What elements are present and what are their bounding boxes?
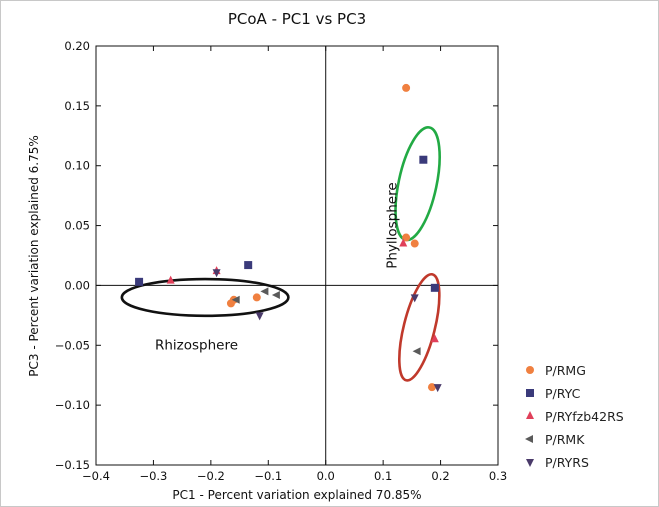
- data-point: [410, 294, 419, 303]
- y-tick-label: 0.10: [64, 159, 90, 173]
- legend-label: P/RMK: [545, 432, 585, 447]
- data-point: [430, 283, 439, 292]
- y-tick-label: 0.15: [64, 99, 90, 113]
- y-tick-label: −0.05: [55, 338, 90, 352]
- legend-marker: [526, 366, 534, 374]
- annotation-rhizosphere: Rhizosphere: [155, 337, 238, 353]
- legend-marker: [526, 411, 534, 419]
- legend-marker: [526, 389, 534, 397]
- legend-label: P/RYfzb42RS: [545, 409, 624, 424]
- data-point: [166, 275, 175, 284]
- y-tick-label: −0.15: [55, 458, 90, 472]
- data-point: [135, 277, 144, 286]
- chart-title: PCoA - PC1 vs PC3: [228, 10, 366, 28]
- annotation-phyllosphere: Phyllosphere: [384, 182, 400, 268]
- data-point: [271, 291, 280, 300]
- data-point: [419, 155, 428, 164]
- data-point: [410, 239, 419, 248]
- data-point: [244, 261, 253, 270]
- plot-area: −0.4 −0.3 −0.2 −0.1 0.0 0.1 0.2 0.3 −0.15 −0.10 −0…: [55, 39, 507, 483]
- data-point: [427, 383, 436, 392]
- red-cluster-ellipse: [398, 272, 441, 382]
- data-point: [430, 334, 439, 343]
- legend-label: P/RYC: [545, 386, 581, 401]
- y-tick-label: 0.00: [64, 278, 90, 292]
- y-tick-label: 0.05: [64, 219, 90, 233]
- data-point: [402, 233, 411, 242]
- x-tick-label: −0.4: [82, 469, 110, 483]
- x-tick-label: −0.2: [197, 469, 225, 483]
- data-point: [433, 384, 442, 393]
- data-point: [255, 312, 264, 321]
- data-point: [412, 347, 421, 356]
- data-point: [252, 293, 261, 302]
- y-tick-label: −0.10: [55, 398, 90, 412]
- x-axis-label: PC1 - Percent variation explained 70.85%: [172, 488, 421, 502]
- legend: P/RMG P/RYC P/RYfzb42RS P/RMK P/RYRS: [525, 363, 624, 470]
- x-tick-label: 0.2: [431, 469, 449, 483]
- x-tick-label: −0.3: [139, 469, 167, 483]
- x-tick-label: 0.0: [317, 469, 335, 483]
- x-tick-label: −0.1: [254, 469, 282, 483]
- rhizosphere-ellipse: [120, 277, 290, 318]
- y-tick-label: 0.20: [64, 39, 90, 53]
- data-point: [212, 269, 221, 278]
- data-point: [402, 83, 411, 92]
- x-tick-label: 0.3: [489, 469, 507, 483]
- axes-box: [95, 45, 499, 466]
- data-point: [399, 238, 408, 247]
- legend-label: P/RMG: [545, 363, 586, 378]
- legend-label: P/RYRS: [545, 455, 589, 470]
- y-axis-label: PC3 - Percent variation explained 6.75%: [27, 135, 41, 377]
- legend-marker: [525, 435, 533, 443]
- data-point: [231, 295, 240, 304]
- data-point: [260, 287, 269, 296]
- legend-marker: [526, 459, 534, 467]
- x-tick-label: 0.1: [374, 469, 392, 483]
